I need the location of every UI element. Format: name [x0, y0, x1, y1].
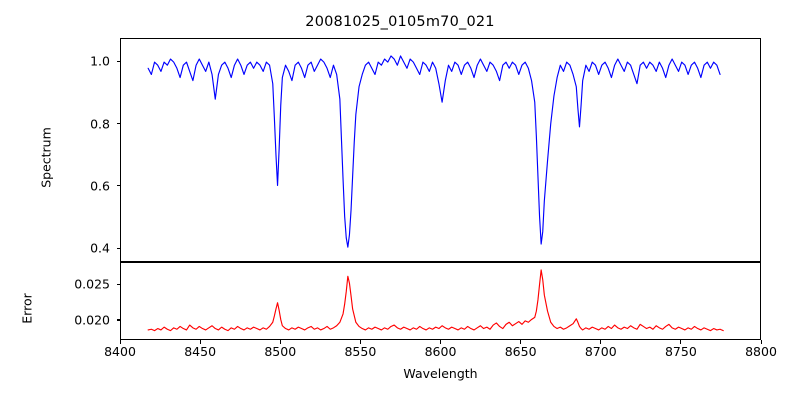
spectrum-panel — [120, 38, 761, 262]
y-tick-label: 1.0 — [90, 53, 110, 69]
x-tick-mark — [359, 340, 361, 344]
x-tick-mark — [279, 340, 281, 344]
x-tick-mark — [199, 340, 201, 344]
y-tick-mark — [116, 283, 120, 285]
spectrum-plot-area — [147, 55, 721, 248]
error-panel — [120, 262, 761, 340]
y-tick-label: 0.4 — [90, 240, 110, 256]
x-tick-label: 8550 — [344, 344, 377, 359]
y-tick-label: 0.6 — [90, 178, 110, 194]
y-tick-label: 0.8 — [90, 116, 110, 132]
x-tick-label: 8700 — [584, 344, 617, 359]
x-tick-mark — [680, 340, 682, 344]
y-tick-label: 0.025 — [74, 276, 110, 292]
x-tick-label: 8450 — [184, 344, 217, 359]
x-tick-label: 8750 — [664, 344, 697, 359]
error-y-axis-label: Error — [19, 293, 35, 324]
x-tick-label: 8500 — [264, 344, 297, 359]
spectrum-line — [147, 55, 721, 248]
y-tick-mark — [116, 123, 120, 125]
x-tick-mark — [760, 340, 762, 344]
y-tick-mark — [116, 247, 120, 249]
error-plot-area — [147, 269, 724, 332]
x-tick-mark — [119, 340, 121, 344]
y-tick-mark — [116, 319, 120, 321]
y-tick-label: 0.020 — [74, 312, 110, 328]
y-tick-mark — [116, 185, 120, 187]
x-tick-mark — [520, 340, 522, 344]
error-line — [147, 269, 724, 332]
x-tick-mark — [440, 340, 442, 344]
x-tick-label: 8650 — [504, 344, 537, 359]
figure-title: 20081025_0105m70_021 — [305, 14, 495, 30]
y-tick-mark — [116, 60, 120, 62]
x-axis-label: Wavelength — [403, 366, 478, 381]
x-tick-label: 8400 — [104, 344, 136, 359]
x-tick-label: 8800 — [745, 344, 777, 359]
x-tick-mark — [600, 340, 602, 344]
x-tick-label: 8600 — [424, 344, 457, 359]
